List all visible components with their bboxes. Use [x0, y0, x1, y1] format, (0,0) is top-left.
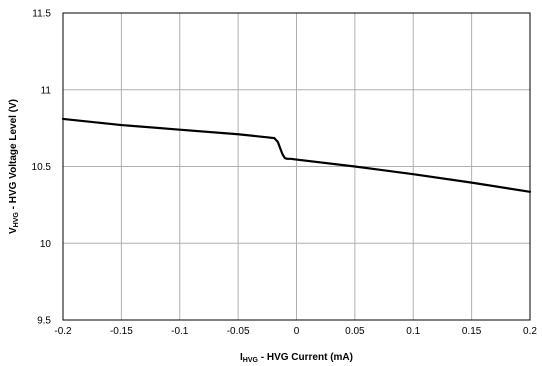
x-tick-label: 0.1	[406, 326, 420, 337]
x-tick-label: 0.05	[345, 326, 365, 337]
x-tick-label: 0	[294, 326, 300, 337]
y-tick-label: 11.5	[32, 9, 51, 20]
x-axis-title-main: I	[240, 352, 243, 363]
x-axis-title: IHVG - HVG Current (mA)	[240, 352, 353, 364]
y-axis-title-main: V	[8, 227, 19, 234]
y-axis-title-subscript: HVG	[13, 212, 20, 228]
x-tick-label: -0.2	[54, 326, 72, 337]
y-tick-label: 9.5	[37, 316, 51, 327]
x-axis-title-rest: - HVG Current (mA)	[258, 352, 353, 363]
series-layer	[61, 117, 532, 193]
x-tick-label: -0.15	[110, 326, 133, 337]
x-tick-labels: -0.2 -0.15 -0.1 -0.05 0 0.05 0.1 0.15 0.2	[54, 326, 537, 337]
y-tick-labels: 9.5 10 10.5 11 11.5	[32, 9, 52, 327]
series-line	[61, 117, 532, 193]
x-axis-title-subscript: HVG	[243, 357, 259, 364]
plot-frame	[62, 12, 531, 321]
x-tick-label: 0.15	[462, 326, 482, 337]
y-axis-title: VHVG - HVG Voltage Level (V)	[8, 99, 20, 234]
y-tick-label: 10	[40, 239, 52, 250]
x-tick-label: -0.05	[227, 326, 250, 337]
y-axis-title-rest: - HVG Voltage Level (V)	[8, 99, 19, 212]
x-tick-label: 0.2	[523, 326, 537, 337]
y-tick-label: 11	[41, 85, 52, 96]
y-tick-label: 10.5	[32, 162, 52, 173]
x-tick-label: -0.1	[171, 326, 189, 337]
grid	[62, 12, 531, 321]
